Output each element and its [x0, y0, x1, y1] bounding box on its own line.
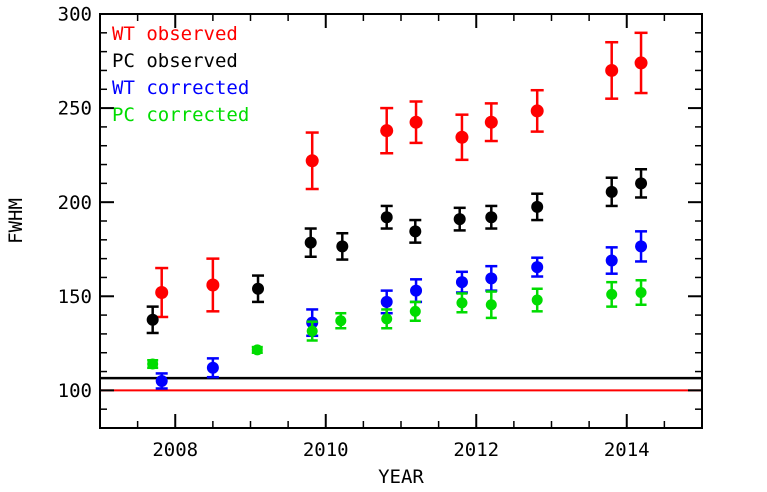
data-point: [305, 154, 319, 168]
data-point: [251, 344, 263, 356]
data-point: [606, 288, 618, 300]
x-tick-label: 2010: [303, 439, 349, 461]
legend-item-wt-corrected: WT corrected: [112, 77, 250, 99]
data-point: [605, 254, 618, 267]
y-tick-label: 150: [58, 286, 92, 308]
data-point: [147, 358, 159, 370]
data-point: [605, 63, 619, 77]
data-point: [380, 211, 393, 224]
data-point: [410, 284, 423, 297]
data-point: [455, 276, 468, 289]
legend-item-wt-observed: WT observed: [112, 23, 238, 45]
series-pc-observed: [146, 168, 648, 335]
y-tick-label: 250: [58, 98, 92, 120]
data-point: [485, 272, 498, 285]
data-point: [635, 240, 648, 253]
data-point: [531, 261, 544, 274]
data-point: [485, 299, 497, 311]
data-point: [453, 213, 466, 226]
legend-item-pc-observed: PC observed: [112, 50, 238, 72]
data-point: [336, 240, 349, 253]
data-point: [634, 56, 648, 70]
data-point: [380, 295, 393, 308]
y-tick-label: 100: [58, 380, 92, 402]
data-point: [381, 313, 393, 325]
data-point: [206, 278, 220, 292]
data-point: [635, 177, 648, 190]
data-point: [155, 374, 168, 387]
data-point: [530, 104, 544, 118]
data-point: [409, 305, 421, 317]
data-point: [605, 185, 618, 198]
series-wt-observed: [155, 31, 648, 319]
data-point: [306, 325, 318, 337]
x-tick-label: 2008: [152, 439, 198, 461]
data-point: [380, 124, 394, 138]
data-point: [635, 287, 647, 299]
data-point: [455, 130, 469, 144]
data-point: [304, 236, 317, 249]
data-point: [485, 211, 498, 224]
data-point: [531, 200, 544, 213]
data-point: [456, 297, 468, 309]
x-axis-title: YEAR: [378, 466, 424, 488]
data-point: [335, 315, 347, 327]
y-tick-label: 300: [58, 4, 92, 26]
data-point: [484, 115, 498, 129]
y-tick-label: 200: [58, 192, 92, 214]
data-point: [206, 361, 219, 374]
series-pc-corrected: [147, 279, 647, 370]
data-point: [409, 225, 422, 238]
x-tick-label: 2012: [453, 439, 499, 461]
y-axis-title: FWHM: [5, 198, 27, 244]
x-tick-label: 2014: [604, 439, 650, 461]
data-point: [155, 286, 169, 300]
legend: WT observed PC observed WT corrected PC …: [112, 21, 249, 129]
legend-item-pc-corrected: PC corrected: [112, 104, 250, 126]
data-point: [146, 313, 159, 326]
data-point: [531, 294, 543, 306]
data-point: [252, 282, 265, 295]
series-wt-corrected: [155, 230, 648, 390]
data-point: [409, 115, 423, 129]
